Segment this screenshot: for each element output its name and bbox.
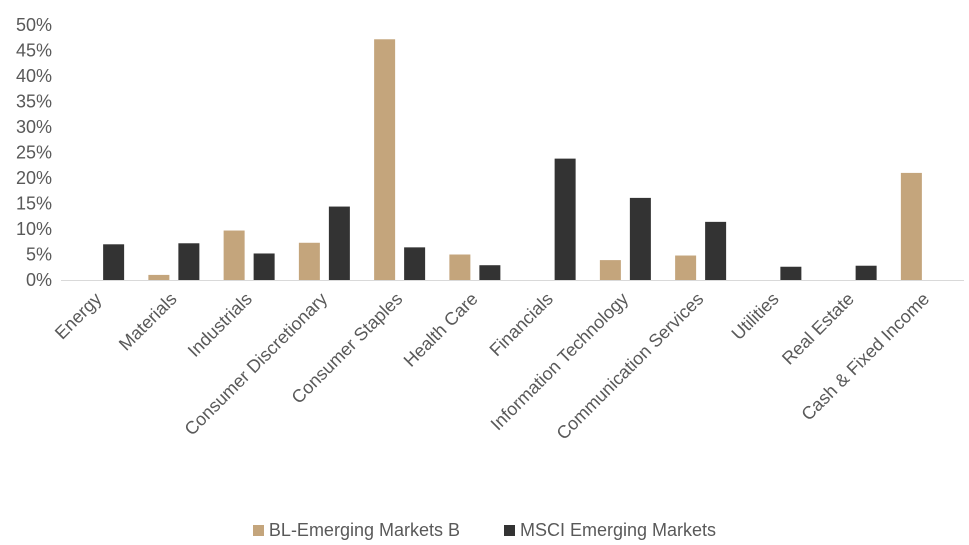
legend-label-bl-emerging-markets-b: BL-Emerging Markets B [268,520,460,540]
bar-bl-emerging-markets-b-cash-and-fixed-income [900,172,922,280]
x-tick-label-industrials: Industrials [184,289,256,361]
bar-msci-emerging-markets-information-technology [629,197,651,280]
bar-bl-emerging-markets-b-materials [148,274,170,280]
y-tick-label: 0% [26,270,52,290]
bar-bl-emerging-markets-b-consumer-discretionary [298,242,320,280]
bar-msci-emerging-markets-health-care [479,265,501,280]
bar-bl-emerging-markets-b-industrials [223,230,245,280]
bar-bl-emerging-markets-b-health-care [449,254,471,280]
x-tick-label-utilities: Utilities [728,289,783,344]
legend-swatch-bl-emerging-markets-b [252,525,264,536]
x-tick-label-cash-and-fixed-income: Cash & Fixed Income [797,289,933,425]
bar-msci-emerging-markets-communication-services [705,221,727,280]
x-tick-label-energy: Energy [51,289,105,343]
bar-msci-emerging-markets-financials [554,158,576,280]
x-tick-label-information-technology: Information Technology [487,289,633,435]
y-tick-label: 25% [16,143,52,163]
y-axis: 0% 5% 10% 15% 20% 25% 30% 35% 40% 45% 50% [16,15,52,290]
bar-msci-emerging-markets-industrials [253,253,275,280]
x-tick-label-financials: Financials [486,289,557,360]
y-tick-label: 15% [16,194,52,214]
bar-bl-emerging-markets-b-consumer-staples [374,39,396,280]
legend-item-msci-emerging-markets: MSCI Emerging Markets [504,520,716,541]
y-tick-label: 10% [16,219,52,239]
bar-msci-emerging-markets-materials [178,243,200,280]
bar-bl-emerging-markets-b-communication-services [675,255,697,280]
bars-group [103,39,922,280]
bar-msci-emerging-markets-consumer-staples [404,247,426,280]
y-tick-label: 50% [16,15,52,35]
bar-bl-emerging-markets-b-information-technology [599,260,621,280]
legend-item-bl-emerging-markets-b: BL-Emerging Markets B [252,520,460,541]
legend: BL-Emerging Markets B MSCI Emerging Mark… [0,520,969,541]
y-tick-label: 35% [16,92,52,112]
x-tick-label-health-care: Health Care [400,289,482,371]
y-tick-label: 30% [16,117,52,137]
x-tick-label-real-estate: Real Estate [778,289,858,369]
x-tick-label-materials: Materials [115,289,181,355]
y-tick-label: 20% [16,168,52,188]
legend-swatch-msci-emerging-markets [504,525,515,536]
bar-msci-emerging-markets-consumer-discretionary [328,206,350,280]
legend-label-msci-emerging-markets: MSCI Emerging Markets [520,520,717,540]
x-tick-label-consumer-discretionary: Consumer Discretionary [181,289,332,440]
y-tick-label: 40% [16,66,52,86]
bar-msci-emerging-markets-energy [103,244,125,280]
x-tick-label-communication-services: Communication Services [553,289,708,444]
y-tick-label: 5% [26,245,52,265]
y-tick-label: 45% [16,41,52,61]
bar-msci-emerging-markets-utilities [780,266,802,280]
bar-msci-emerging-markets-real-estate [855,265,877,280]
